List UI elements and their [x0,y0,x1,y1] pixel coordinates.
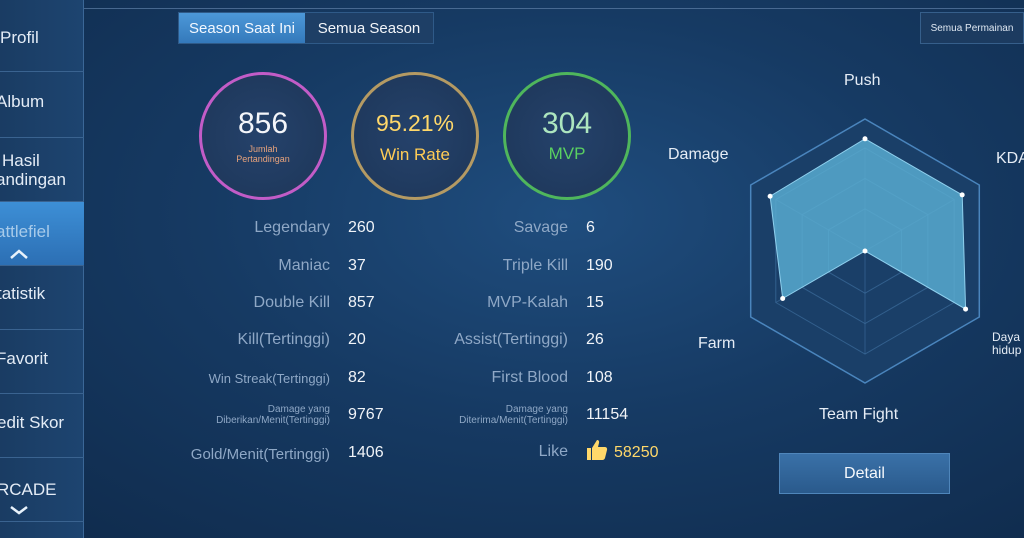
sidebar-item-label: RCADE [0,480,57,499]
radar-label-kda: KDA [996,150,1024,167]
sidebar-item-label: tatistik [0,284,46,303]
sidebar-item-favorit[interactable]: Favorit [0,330,84,394]
sidebar-item-album[interactable]: Album [0,72,84,138]
stat-first-blood-label: First Blood [491,369,568,386]
sidebar-item-label: edit Skor [0,413,65,432]
stat-triple-kill-label: Triple Kill [502,257,568,274]
stat-savage-label: Savage [513,219,568,236]
stat-damage-diberikan-value: 9767 [348,406,384,423]
stat-win-streak-label: Win Streak(Tertinggi) [208,371,330,386]
stat-win-streak-value: 82 [348,369,366,386]
radar-label-farm: Farm [698,335,736,352]
all-games-button[interactable]: Semua Permainan [920,12,1024,44]
radar-point-6 [767,193,773,199]
sidebar-item-battlefield[interactable]: attlefiel [0,202,84,266]
win-rate-label: Win Rate [380,145,450,164]
stat-damage-diberikan-label: Damage yang Diberikan/Menit(Tertinggi) [216,404,330,426]
win-rate-circle: 95.21% Win Rate [351,72,479,200]
stat-like-label: Like [538,443,568,460]
sidebar-item-label-line2: andingan [0,169,66,189]
stat-legendary-value: 260 [348,219,375,236]
sidebar-item-label: Album [0,92,45,111]
thumbs-up-icon [587,440,608,460]
season-tabs: Season Saat Ini Semua Season [178,12,434,44]
stat-assist-tertinggi-label: Assist(Tertinggi) [454,331,568,348]
mvp-value: 304 [541,107,593,140]
sidebar-item-label: attlefiel [0,222,50,241]
sidebar-item-label-line1: Hasil [2,150,40,170]
sidebar-item-statistik[interactable]: tatistik [0,266,84,330]
radar-point-4 [862,248,868,254]
radar-label-daya-hidup: Daya hidup [992,330,1022,357]
tab-season-saat-ini[interactable]: Season Saat Ini [179,13,305,43]
stat-mvp-kalah-value: 15 [586,294,604,311]
stat-kill-tertinggi-value: 20 [348,331,366,348]
radar-point-2 [959,192,965,198]
chevron-down-icon [10,506,28,515]
stat-legendary-label: Legendary [254,219,330,236]
stat-double-kill-value: 857 [348,294,375,311]
top-divider [0,8,1024,9]
sidebar-item-label: Profil [0,28,39,47]
chevron-up-icon [10,249,28,259]
radar-point-5 [780,296,786,302]
sidebar-item-kredit-skor[interactable]: edit Skor [0,394,84,458]
stat-first-blood-value: 108 [586,369,613,386]
sidebar-item-hasil-pertandingan[interactable]: Hasil andingan [0,138,84,202]
stat-savage-value: 6 [586,219,595,236]
radar-chart [749,118,981,384]
matches-value: 856 [237,107,289,140]
mvp-circle: 304 MVP [503,72,631,200]
stat-damage-diterima-label: Damage yang Diterima/Menit(Tertinggi) [459,404,568,426]
stat-gold-menit-label: Gold/Menit(Tertinggi) [190,446,330,463]
stat-kill-tertinggi-label: Kill(Tertinggi) [237,331,330,348]
radar-label-push: Push [844,72,881,89]
stat-double-kill-label: Double Kill [253,294,330,311]
sidebar: Profil Album Hasil andingan attlefiel ta… [0,0,84,538]
radar-label-team-fight: Team Fight [819,406,899,423]
stat-like-value: 58250 [614,444,659,461]
radar-point-1 [862,136,868,142]
matches-circle: 856 Jumlah Pertandingan [199,72,327,200]
stat-gold-menit-value: 1406 [348,444,384,461]
stat-maniac-value: 37 [348,257,366,274]
matches-label: Jumlah Pertandingan [236,144,290,164]
detail-button[interactable]: Detail [779,453,950,494]
radar-point-3 [963,306,969,312]
stat-maniac-label: Maniac [278,257,330,274]
sidebar-item-profil[interactable]: Profil [0,0,84,72]
stat-assist-tertinggi-value: 26 [586,331,604,348]
mvp-label: MVP [548,144,586,163]
stat-triple-kill-value: 190 [586,257,613,274]
win-rate-value: 95.21% [375,110,454,136]
radar-label-damage: Damage [668,146,729,163]
stat-mvp-kalah-label: MVP-Kalah [487,294,568,311]
tab-semua-season[interactable]: Semua Season [317,19,421,37]
sidebar-item-label: Favorit [0,349,48,368]
stat-damage-diterima-value: 11154 [586,406,629,423]
sidebar-item-arcade[interactable]: RCADE [0,458,84,522]
